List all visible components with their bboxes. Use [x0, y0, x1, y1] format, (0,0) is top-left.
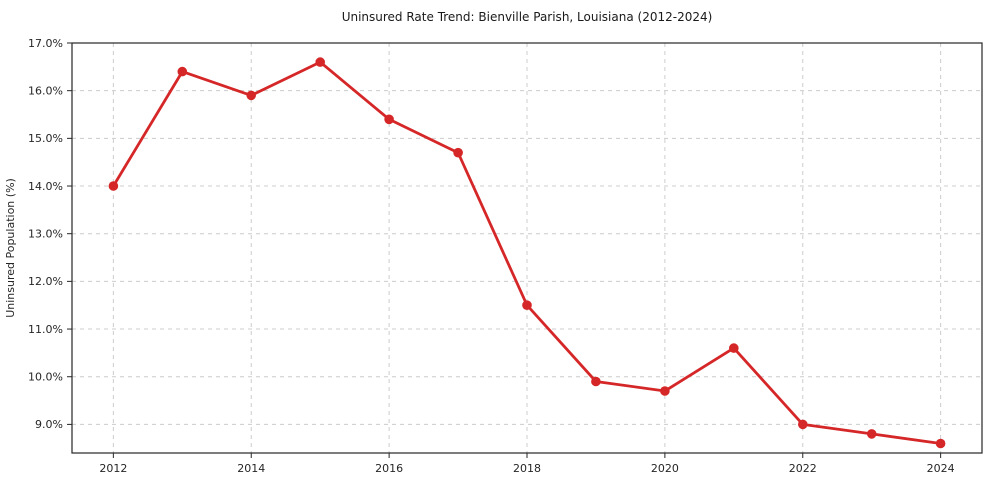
- data-point-marker: [177, 66, 188, 77]
- data-point-marker: [315, 57, 326, 67]
- y-tick-label: 12.0%: [28, 275, 63, 288]
- x-tick-label: 2020: [651, 462, 679, 475]
- data-point-marker: [660, 386, 670, 396]
- x-tick-label: 2018: [513, 462, 541, 475]
- data-point-marker: [798, 419, 808, 430]
- axes-spines: [71, 42, 983, 454]
- data-point-marker: [866, 429, 877, 439]
- y-tick-label: 17.0%: [28, 37, 63, 50]
- x-tick-label: 2014: [237, 462, 265, 475]
- data-point-marker: [384, 114, 394, 125]
- y-tick-label: 9.0%: [35, 418, 63, 431]
- plot-area: [72, 43, 982, 453]
- x-tick-label: 2016: [375, 462, 403, 475]
- chart-plot-group: 17.0% 16.0% 15.0% 14.0% 13.0% 12.0% 11.0% 10.0%…: [28, 37, 983, 475]
- data-point-marker: [522, 300, 532, 311]
- data-point-marker: [591, 376, 601, 387]
- data-point-marker: [246, 90, 256, 101]
- chart-title: Uninsured Rate Trend: Bienville Parish, …: [342, 10, 713, 24]
- y-tick-label: 15.0%: [28, 132, 63, 145]
- y-tick-label: 10.0%: [28, 371, 63, 384]
- y-axis-label: Uninsured Population (%): [4, 178, 17, 318]
- data-point-marker: [453, 147, 463, 158]
- data-point-marker: [729, 343, 739, 353]
- x-tick-label: 2012: [99, 462, 127, 475]
- data-point-marker: [108, 181, 119, 191]
- y-tick-label: 11.0%: [28, 323, 63, 336]
- data-point-marker: [935, 438, 946, 449]
- x-tick-label: 2022: [789, 462, 817, 475]
- y-tick-label: 14.0%: [28, 180, 63, 193]
- y-tick-label: 13.0%: [28, 228, 63, 241]
- y-tick-label: 16.0%: [28, 85, 63, 98]
- x-tick-label: 2024: [927, 462, 955, 475]
